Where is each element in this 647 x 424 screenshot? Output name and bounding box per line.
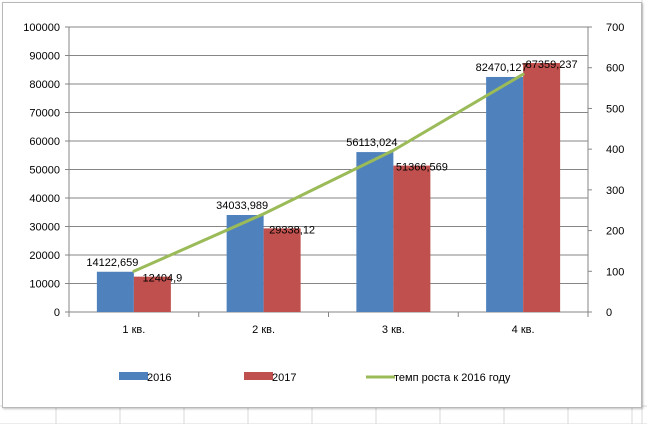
right-axis-tick-label: 700 [606,22,624,34]
left-axis-tick-label: 100000 [23,22,60,34]
left-axis-tick-label: 90000 [29,51,60,63]
right-axis-tick-label: 0 [606,307,612,319]
bar-2016 [356,152,394,312]
category-label: 1 кв. [122,324,145,336]
data-label-2017: 51366,569 [396,162,448,174]
category-label: 4 кв. [512,324,535,336]
data-label-2017: 12404,9 [142,273,182,285]
right-axis-tick-label: 600 [606,63,624,75]
data-label-2017: 87359,237 [526,59,578,71]
left-axis-tick-label: 0 [54,307,60,319]
bar-2017 [133,276,171,312]
line-темп роста к 2016 году [132,72,525,273]
left-axis-tick-label: 80000 [29,79,60,91]
data-label-2016: 56113,024 [346,137,397,149]
legend-swatch-2017 [244,372,273,380]
bar-2017 [393,165,431,312]
left-axis-tick-label: 60000 [29,136,60,148]
left-axis-tick-label: 10000 [29,279,60,291]
bar-2016 [226,215,264,312]
left-axis-tick-label: 70000 [29,108,60,120]
legend-label-темп роста к 2016 году: темп роста к 2016 году [394,372,511,384]
left-axis-tick-label: 30000 [29,222,60,234]
left-axis-tick-label: 40000 [29,193,60,205]
right-axis-tick-label: 100 [606,266,624,278]
data-label-2016: 82470,127 [476,62,528,74]
data-labels: 14122,659 34033,989 56113,024 82470,127 1240… [86,59,577,285]
category-label: 3 кв. [382,324,405,336]
bar-series [96,63,561,313]
data-label-2017: 29338,12 [269,224,315,236]
legend-swatch-2016 [119,372,148,380]
left-axis-tick-label: 20000 [29,250,60,262]
category-axis-labels: 1 кв. 2 кв. 3 кв. 4 кв. [122,324,534,336]
line-series [132,72,525,273]
data-label-2016: 14122,659 [86,257,138,269]
bar-2017 [523,63,561,313]
right-axis-tick-label: 200 [606,226,624,238]
category-label: 2 кв. [252,324,275,336]
bar-2016 [486,76,524,312]
right-axis-tick-label: 300 [606,185,624,197]
legend[interactable]: 2016 2017 темп роста к 2016 году [119,372,511,384]
right-axis-tick-labels: 0 100 200 300 400 500 600 700 [606,22,624,319]
bar-2016 [96,271,134,312]
left-axis-tick-label: 50000 [29,165,60,177]
legend-label-2016: 2016 [147,372,171,384]
right-axis-tick-label: 500 [606,103,624,115]
bar-2017 [263,228,301,312]
right-axis-tick-label: 400 [606,144,624,156]
data-label-2016: 34033,989 [216,200,268,212]
legend-label-2017: 2017 [272,372,296,384]
left-axis-tick-labels: 0 10000 20000 30000 40000 50000 60000 70000 8000… [23,22,60,319]
